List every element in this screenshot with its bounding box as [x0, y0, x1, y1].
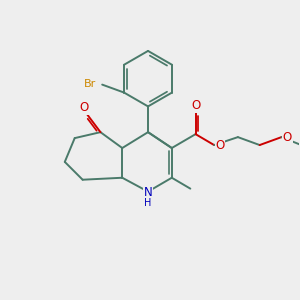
Text: O: O: [215, 139, 225, 152]
Text: O: O: [191, 99, 200, 112]
Text: H: H: [144, 197, 152, 208]
Text: N: N: [144, 186, 152, 199]
Text: O: O: [80, 101, 89, 114]
Text: Br: Br: [84, 79, 96, 88]
Text: O: O: [283, 130, 292, 144]
